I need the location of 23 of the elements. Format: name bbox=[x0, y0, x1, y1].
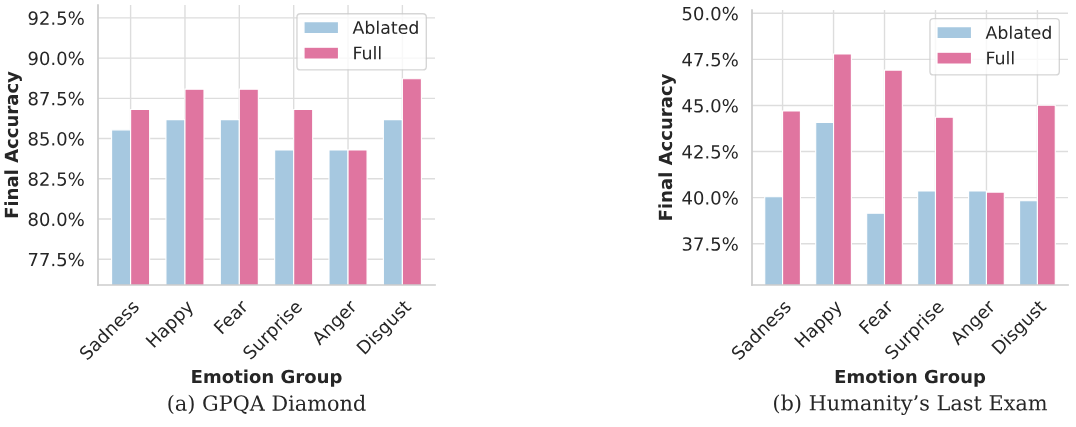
text: (a) GPQA Diamond bbox=[168, 394, 366, 414]
x-axis-title: Emotion Group bbox=[835, 369, 986, 387]
legend-label: Full bbox=[354, 46, 381, 60]
y-tick-label: 92.5% bbox=[28, 11, 84, 25]
y-tick-label: 40.0% bbox=[682, 191, 738, 205]
y-tick-label: 45.0% bbox=[682, 98, 738, 113]
x-axis-title: Emotion Group bbox=[192, 369, 342, 387]
y-tick-label: 77.5% bbox=[28, 252, 84, 267]
y-tick-label: 80.0% bbox=[28, 212, 84, 227]
y-tick-label: 37.5% bbox=[682, 237, 738, 251]
y-tick-label: 90.0% bbox=[28, 51, 84, 66]
y-tick-label: 87.5% bbox=[28, 91, 84, 106]
y-tick-label: 50.0% bbox=[682, 6, 738, 21]
y-tick-label: 82.5% bbox=[28, 172, 84, 186]
legend-label: Ablated bbox=[352, 20, 418, 35]
y-tick-label: 42.5% bbox=[682, 145, 738, 159]
legend-label: Full bbox=[987, 51, 1014, 65]
text: (b) Humanity’s Last Exam bbox=[774, 394, 1048, 415]
legend-label: Ablated bbox=[985, 25, 1051, 40]
y-tick-label: 85.0% bbox=[28, 132, 84, 146]
y-axis-title: Final Accuracy bbox=[4, 71, 22, 218]
y-axis-title: Final Accuracy bbox=[658, 73, 676, 220]
y-tick-label: 47.5% bbox=[682, 52, 738, 67]
